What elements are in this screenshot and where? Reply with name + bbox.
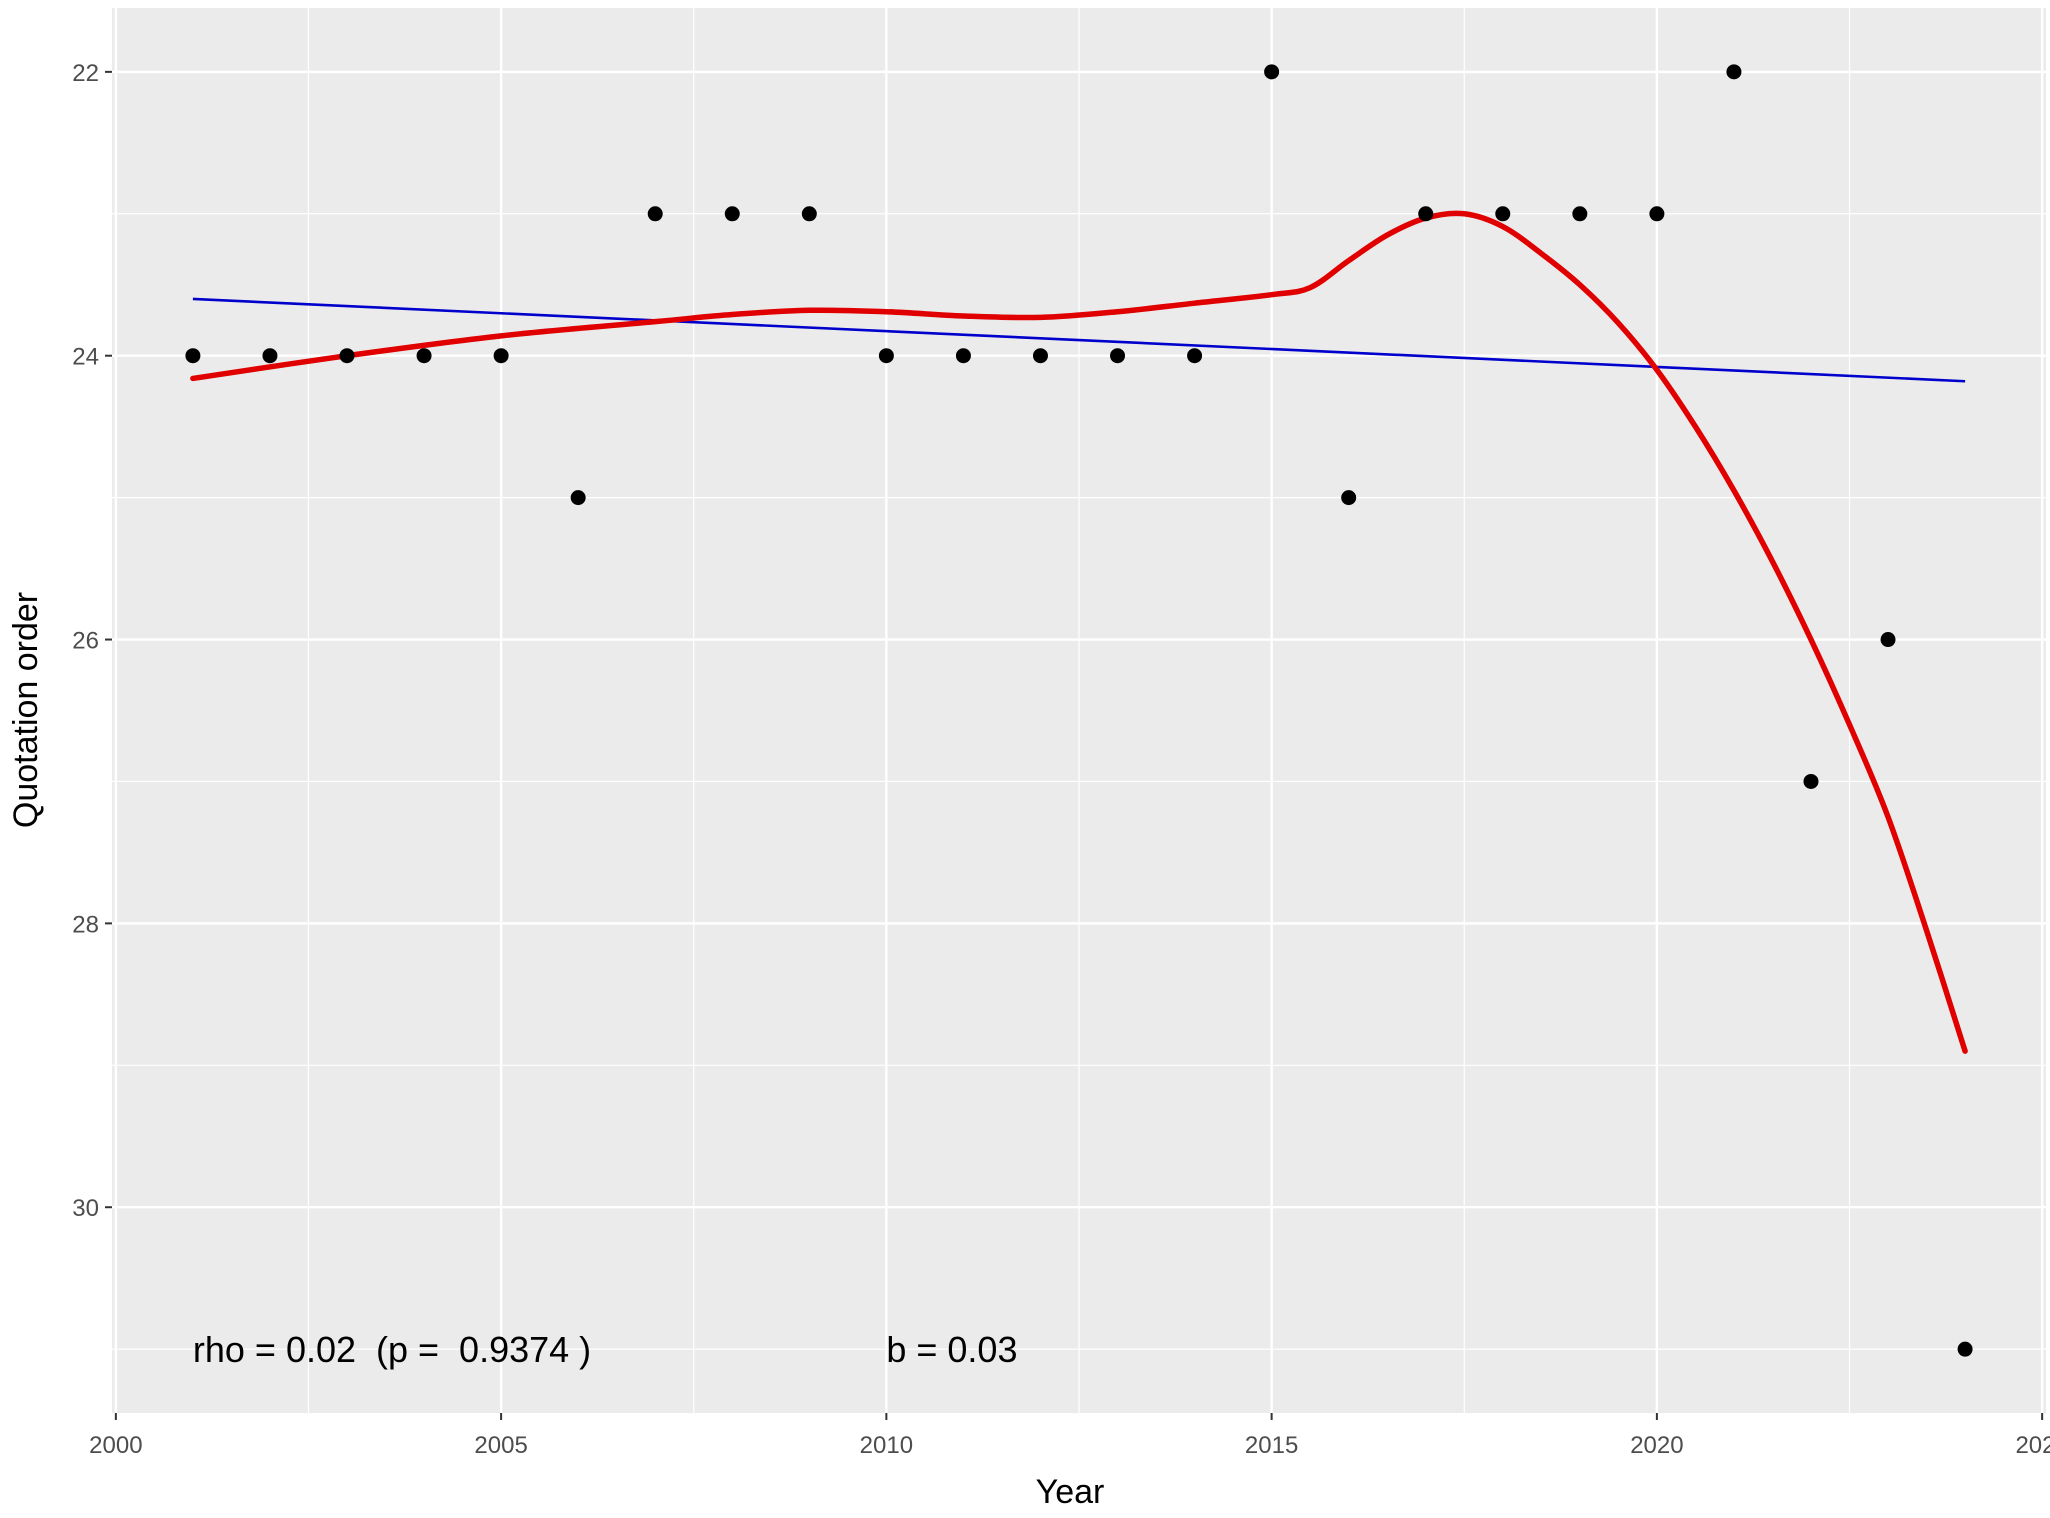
data-point	[1803, 773, 1819, 789]
data-point	[1264, 64, 1280, 80]
x-tick-label: 2015	[1245, 1432, 1298, 1459]
data-point	[1726, 64, 1742, 80]
data-point	[1341, 490, 1357, 506]
smooth-fit-curve	[190, 210, 1968, 1054]
data-point	[339, 348, 355, 364]
x-tick-label: 2000	[89, 1432, 142, 1459]
axis-ticks	[105, 70, 2044, 1420]
y-axis-title: Quotation order	[7, 592, 45, 828]
data-point	[724, 206, 740, 222]
linear-fit-line	[192, 297, 1966, 383]
data-point	[878, 348, 894, 364]
annotation-text: rho = 0.02 (p = 0.9374 )	[193, 1329, 591, 1370]
data-point	[1032, 348, 1048, 364]
smooth-fit-layer	[190, 210, 1968, 1054]
data-point	[1495, 206, 1511, 222]
data-point	[955, 348, 971, 364]
y-tick-label: 22	[72, 60, 99, 87]
data-point	[1110, 348, 1126, 364]
x-axis-tick-labels: 2000 2005 2010 2015 2020 2025	[89, 1432, 2050, 1459]
data-point	[1418, 206, 1434, 222]
x-axis-title: Year	[1036, 1473, 1105, 1511]
data-point	[801, 206, 817, 222]
y-tick-label: 30	[72, 1195, 99, 1222]
x-tick-label: 2005	[474, 1432, 527, 1459]
data-point	[1187, 348, 1203, 364]
data-point	[570, 490, 586, 506]
x-tick-label: 2010	[860, 1432, 913, 1459]
linear-fit-layer	[192, 297, 1966, 383]
y-tick-label: 28	[72, 911, 99, 938]
data-point	[493, 348, 509, 364]
data-point	[185, 348, 201, 364]
data-point	[1572, 206, 1588, 222]
data-point	[416, 348, 432, 364]
major-gridlines	[112, 8, 2046, 1413]
x-tick-label: 2025	[2015, 1432, 2050, 1459]
x-tick-label: 2020	[1630, 1432, 1683, 1459]
points-layer	[185, 64, 1973, 1357]
data-point	[262, 348, 278, 364]
data-point	[1649, 206, 1665, 222]
minor-gridlines	[112, 8, 2046, 1413]
y-axis-tick-labels: 22 24 26 28 30	[72, 60, 99, 1222]
data-point	[1957, 1341, 1973, 1357]
data-point	[647, 206, 663, 222]
y-tick-label: 24	[72, 344, 99, 371]
data-point	[1880, 632, 1896, 648]
annotations-layer: rho = 0.02 (p = 0.9374 ) b = 0.03	[193, 1329, 1018, 1370]
y-tick-label: 26	[72, 628, 99, 655]
annotation-text: b = 0.03	[886, 1329, 1017, 1370]
